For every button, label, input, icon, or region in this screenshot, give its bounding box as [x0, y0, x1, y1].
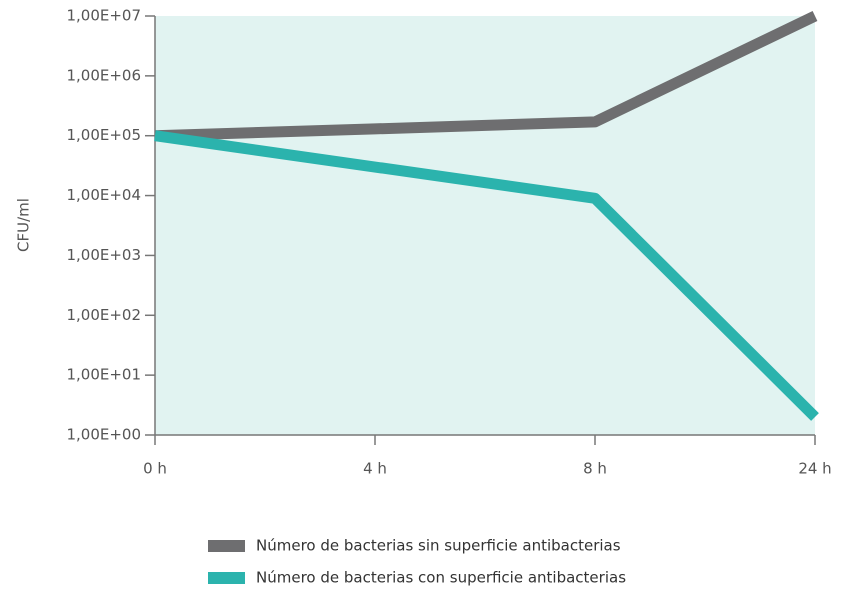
x-tick-label: 24 h: [798, 460, 831, 478]
y-tick-label: 1,00E+06: [66, 66, 141, 84]
x-tick-label: 4 h: [363, 460, 387, 478]
y-axis-label: CFU/ml: [15, 198, 33, 252]
x-tick-label: 0 h: [143, 460, 167, 478]
y-tick-label: 1,00E+07: [66, 7, 141, 25]
legend-swatch: [208, 540, 245, 552]
y-tick-label: 1,00E+02: [66, 306, 141, 324]
y-tick-label: 1,00E+00: [66, 426, 141, 444]
legend-label: Número de bacterias sin superficie antib…: [256, 537, 621, 555]
plot-background: [155, 16, 815, 435]
y-tick-label: 1,00E+01: [66, 366, 141, 384]
series-line: [154, 11, 818, 142]
y-tick-label: 1,00E+04: [66, 186, 141, 204]
y-tick-label: 1,00E+03: [66, 246, 141, 264]
y-tick-label: 1,00E+05: [66, 126, 141, 144]
series-line: [154, 130, 819, 421]
x-tick-label: 8 h: [583, 460, 607, 478]
legend-label: Número de bacterias con superficie antib…: [256, 569, 626, 587]
legend-swatch: [208, 572, 245, 584]
